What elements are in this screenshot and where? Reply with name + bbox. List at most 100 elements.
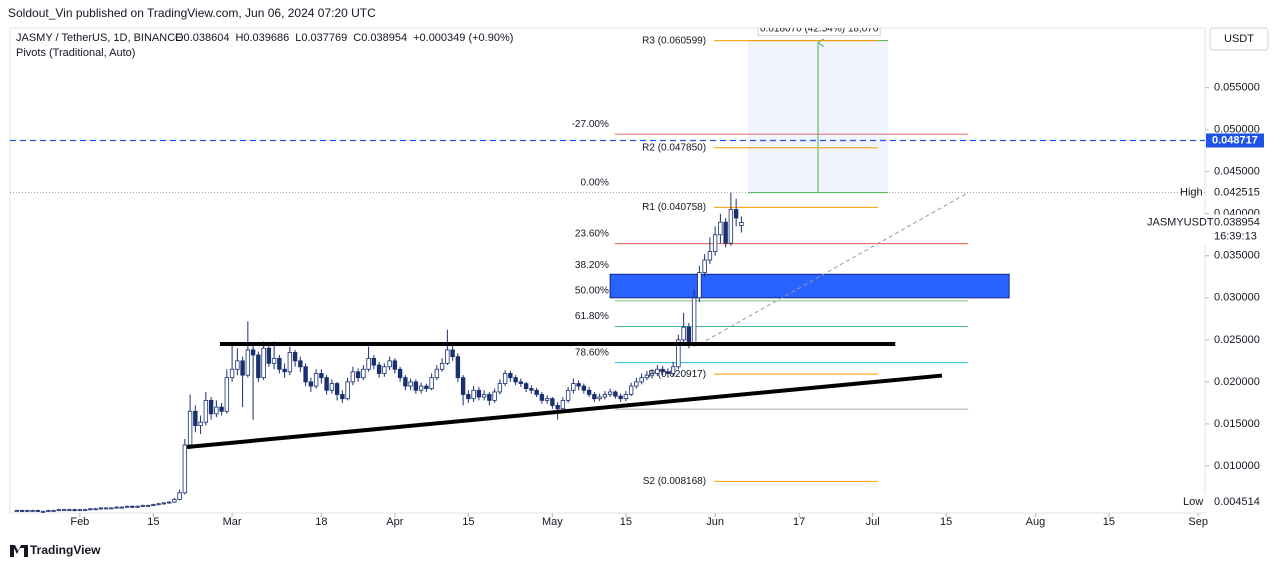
candle-body xyxy=(366,357,371,370)
fib-label: 0.00% xyxy=(580,177,608,188)
candle-body xyxy=(98,507,104,510)
candle-body xyxy=(240,360,245,376)
candle-body xyxy=(77,509,83,512)
candle-body xyxy=(182,444,188,494)
candle-body xyxy=(282,368,287,373)
candle-body xyxy=(93,508,98,511)
ohlc-value: L0.037769 xyxy=(295,32,347,44)
candle-body xyxy=(702,259,707,274)
candle-body xyxy=(219,406,224,412)
candle-body xyxy=(82,509,88,512)
candle-body xyxy=(355,371,361,379)
candle-body xyxy=(114,506,119,509)
candle-body xyxy=(334,383,340,395)
candle-body xyxy=(19,510,25,512)
candle-body xyxy=(308,381,314,387)
candle-body xyxy=(712,234,718,252)
candle-body xyxy=(229,368,235,379)
y-tick-label: 0.020000 xyxy=(1214,376,1260,388)
fib-label: 50.00% xyxy=(575,285,609,296)
candle-body xyxy=(665,371,671,374)
candle-body xyxy=(14,510,20,512)
pivot-label: R1 (0.040758) xyxy=(642,202,706,213)
zone xyxy=(609,273,1010,299)
candle-body xyxy=(529,388,534,391)
candle-body xyxy=(413,381,419,391)
x-tick-label: Aug xyxy=(1026,516,1046,528)
candle-body xyxy=(350,371,356,383)
high-label: High xyxy=(1180,187,1203,199)
projection xyxy=(699,192,969,345)
currency-box[interactable] xyxy=(1209,27,1269,51)
candle-body xyxy=(277,357,282,370)
pivot-label: P (0.020917) xyxy=(648,369,706,380)
candle-body xyxy=(319,373,324,379)
candle-body xyxy=(670,366,676,374)
candle-body xyxy=(408,381,413,387)
candle-body xyxy=(224,377,230,412)
footer: TradingView xyxy=(30,543,101,557)
candle-body xyxy=(634,381,639,387)
candle-body xyxy=(723,221,728,244)
y-tick-label: 0.050000 xyxy=(1214,124,1260,136)
x-tick-label: Apr xyxy=(386,516,403,528)
indicator: Pivots (Traditional, Auto) xyxy=(16,47,135,59)
candle-body xyxy=(586,389,592,395)
candle-body xyxy=(628,385,634,395)
candle-body xyxy=(361,368,366,379)
candle-body xyxy=(124,505,130,508)
plot-area xyxy=(9,27,1206,514)
candle-body xyxy=(208,399,214,415)
candle-body xyxy=(145,505,151,507)
candle-body xyxy=(618,395,623,400)
candle-body xyxy=(592,394,597,400)
x-tick-label: 15 xyxy=(147,516,159,528)
logo xyxy=(10,545,28,557)
candle-body xyxy=(67,509,72,512)
price-tag xyxy=(1206,133,1264,148)
candle-body xyxy=(602,394,608,398)
candle-body xyxy=(534,389,539,395)
candle-body xyxy=(172,499,177,503)
pivot-label: R3 (0.060599) xyxy=(642,35,706,46)
candle-body xyxy=(61,509,67,512)
candle-body xyxy=(739,222,744,226)
candle-body xyxy=(460,377,466,395)
candle-body xyxy=(429,377,434,389)
ohlc-value: C0.038954 xyxy=(353,32,407,44)
fib-label: 61.80% xyxy=(575,311,609,322)
low-value: 0.004514 xyxy=(1214,496,1260,508)
measure-label: 0.018070 (42.54%) 18,070 xyxy=(760,23,879,34)
author: Soldout_Vin published on TradingView.com… xyxy=(8,6,376,20)
candle-body xyxy=(387,360,392,368)
candle-body xyxy=(560,399,566,410)
candle-body xyxy=(88,508,93,511)
candle-body xyxy=(492,391,497,401)
candle-body xyxy=(733,209,739,219)
candle-body xyxy=(214,406,219,415)
candle-body xyxy=(597,396,602,400)
candle-body xyxy=(245,349,251,376)
y-tick-label: 0.055000 xyxy=(1214,82,1260,94)
candle-body xyxy=(397,368,403,379)
candle-body xyxy=(35,510,41,512)
candle-body xyxy=(72,509,77,512)
candle-body xyxy=(198,421,203,426)
candle-body xyxy=(266,347,272,364)
candle-body xyxy=(161,502,167,505)
candle-body xyxy=(303,366,308,383)
high-value: 0.042515 xyxy=(1214,187,1260,199)
currency[interactable]: USDT xyxy=(1224,33,1254,45)
y-tick-label: 0.045000 xyxy=(1214,166,1260,178)
candle-body xyxy=(691,297,697,345)
candle-body xyxy=(613,391,618,397)
x-tick-label: 17 xyxy=(793,516,805,528)
candle-body xyxy=(718,221,723,236)
candle-body xyxy=(450,349,455,358)
candle-body xyxy=(130,505,135,508)
candle-body xyxy=(51,510,56,512)
pivot-label: R2 (0.047850) xyxy=(642,142,706,153)
countdown: 16:39:13 xyxy=(1214,230,1257,242)
candle-body xyxy=(203,399,209,423)
